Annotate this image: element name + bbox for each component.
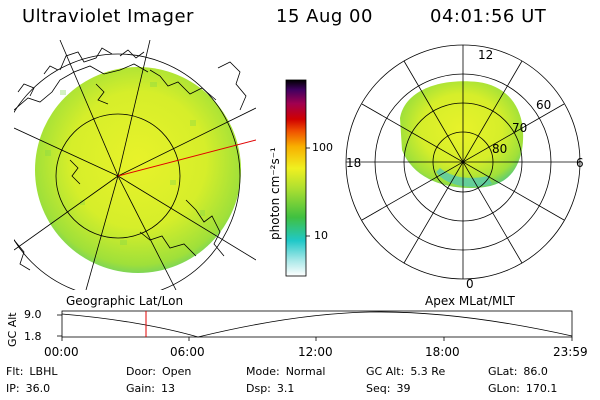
geographic-map-panel xyxy=(14,40,256,290)
uv-image-disk xyxy=(35,67,241,273)
info-glat: GLat: 86.0 xyxy=(488,365,548,378)
time-tick-1200: 12:00 xyxy=(298,345,333,359)
mlt-label-0: 0 xyxy=(466,277,474,291)
right-projection-label: Apex MLat/MLT xyxy=(425,294,515,308)
colorbar-tick-10: 10 xyxy=(314,229,328,242)
altitude-tick-min: 1.8 xyxy=(24,330,42,343)
observation-time: 04:01:56 UT xyxy=(430,6,547,27)
time-tick-0000: 00:00 xyxy=(44,345,79,359)
altitude-curve xyxy=(61,311,573,338)
mlat-label-60: 60 xyxy=(536,98,552,112)
info-dsp: Dsp: 3.1 xyxy=(246,382,295,395)
latitude-circles xyxy=(14,53,241,290)
noon-meridian-line xyxy=(117,139,256,177)
image-noise xyxy=(45,82,205,245)
left-projection-label: Geographic Lat/Lon xyxy=(66,294,184,308)
info-door: Door: Open xyxy=(126,365,192,378)
time-tick-2359: 23:59 xyxy=(553,345,588,359)
observation-date: 15 Aug 00 xyxy=(276,6,373,27)
info-gain: Gain: 13 xyxy=(126,382,175,395)
info-ip: IP: 36.0 xyxy=(6,382,51,395)
altitude-tick-max: 9.0 xyxy=(24,308,42,321)
time-tick-1800: 18:00 xyxy=(425,345,460,359)
polar-mlt-plot xyxy=(345,44,581,280)
mlt-label-12: 12 xyxy=(478,48,494,62)
time-tick-0600: 06:00 xyxy=(170,345,205,359)
auroral-oval-image xyxy=(400,81,524,188)
mlat-label-70: 70 xyxy=(512,121,528,135)
longitude-lines xyxy=(14,40,256,290)
instrument-title: Ultraviolet Imager xyxy=(22,6,194,27)
polar-mlt-spokes xyxy=(346,45,580,279)
info-flt: Flt: LBHL xyxy=(6,365,58,378)
colorbar-unit-label: photon cm⁻²s⁻¹ xyxy=(268,147,282,240)
info-gc-alt: GC Alt: 5.3 Re xyxy=(366,365,446,378)
colorbar-tick-100: 100 xyxy=(312,141,333,154)
altitude-axis-label: GC Alt xyxy=(6,312,19,347)
colorbar-ticks xyxy=(306,147,310,237)
mlt-label-18: 18 xyxy=(346,156,362,170)
info-glon: GLon: 170.1 xyxy=(488,382,558,395)
info-seq: Seq: 39 xyxy=(366,382,411,395)
mlt-label-6: 6 xyxy=(576,156,584,170)
info-mode: Mode: Normal xyxy=(246,365,326,378)
altitude-plot xyxy=(57,310,573,341)
colorbar xyxy=(285,79,307,277)
mlat-label-80: 80 xyxy=(492,142,508,156)
